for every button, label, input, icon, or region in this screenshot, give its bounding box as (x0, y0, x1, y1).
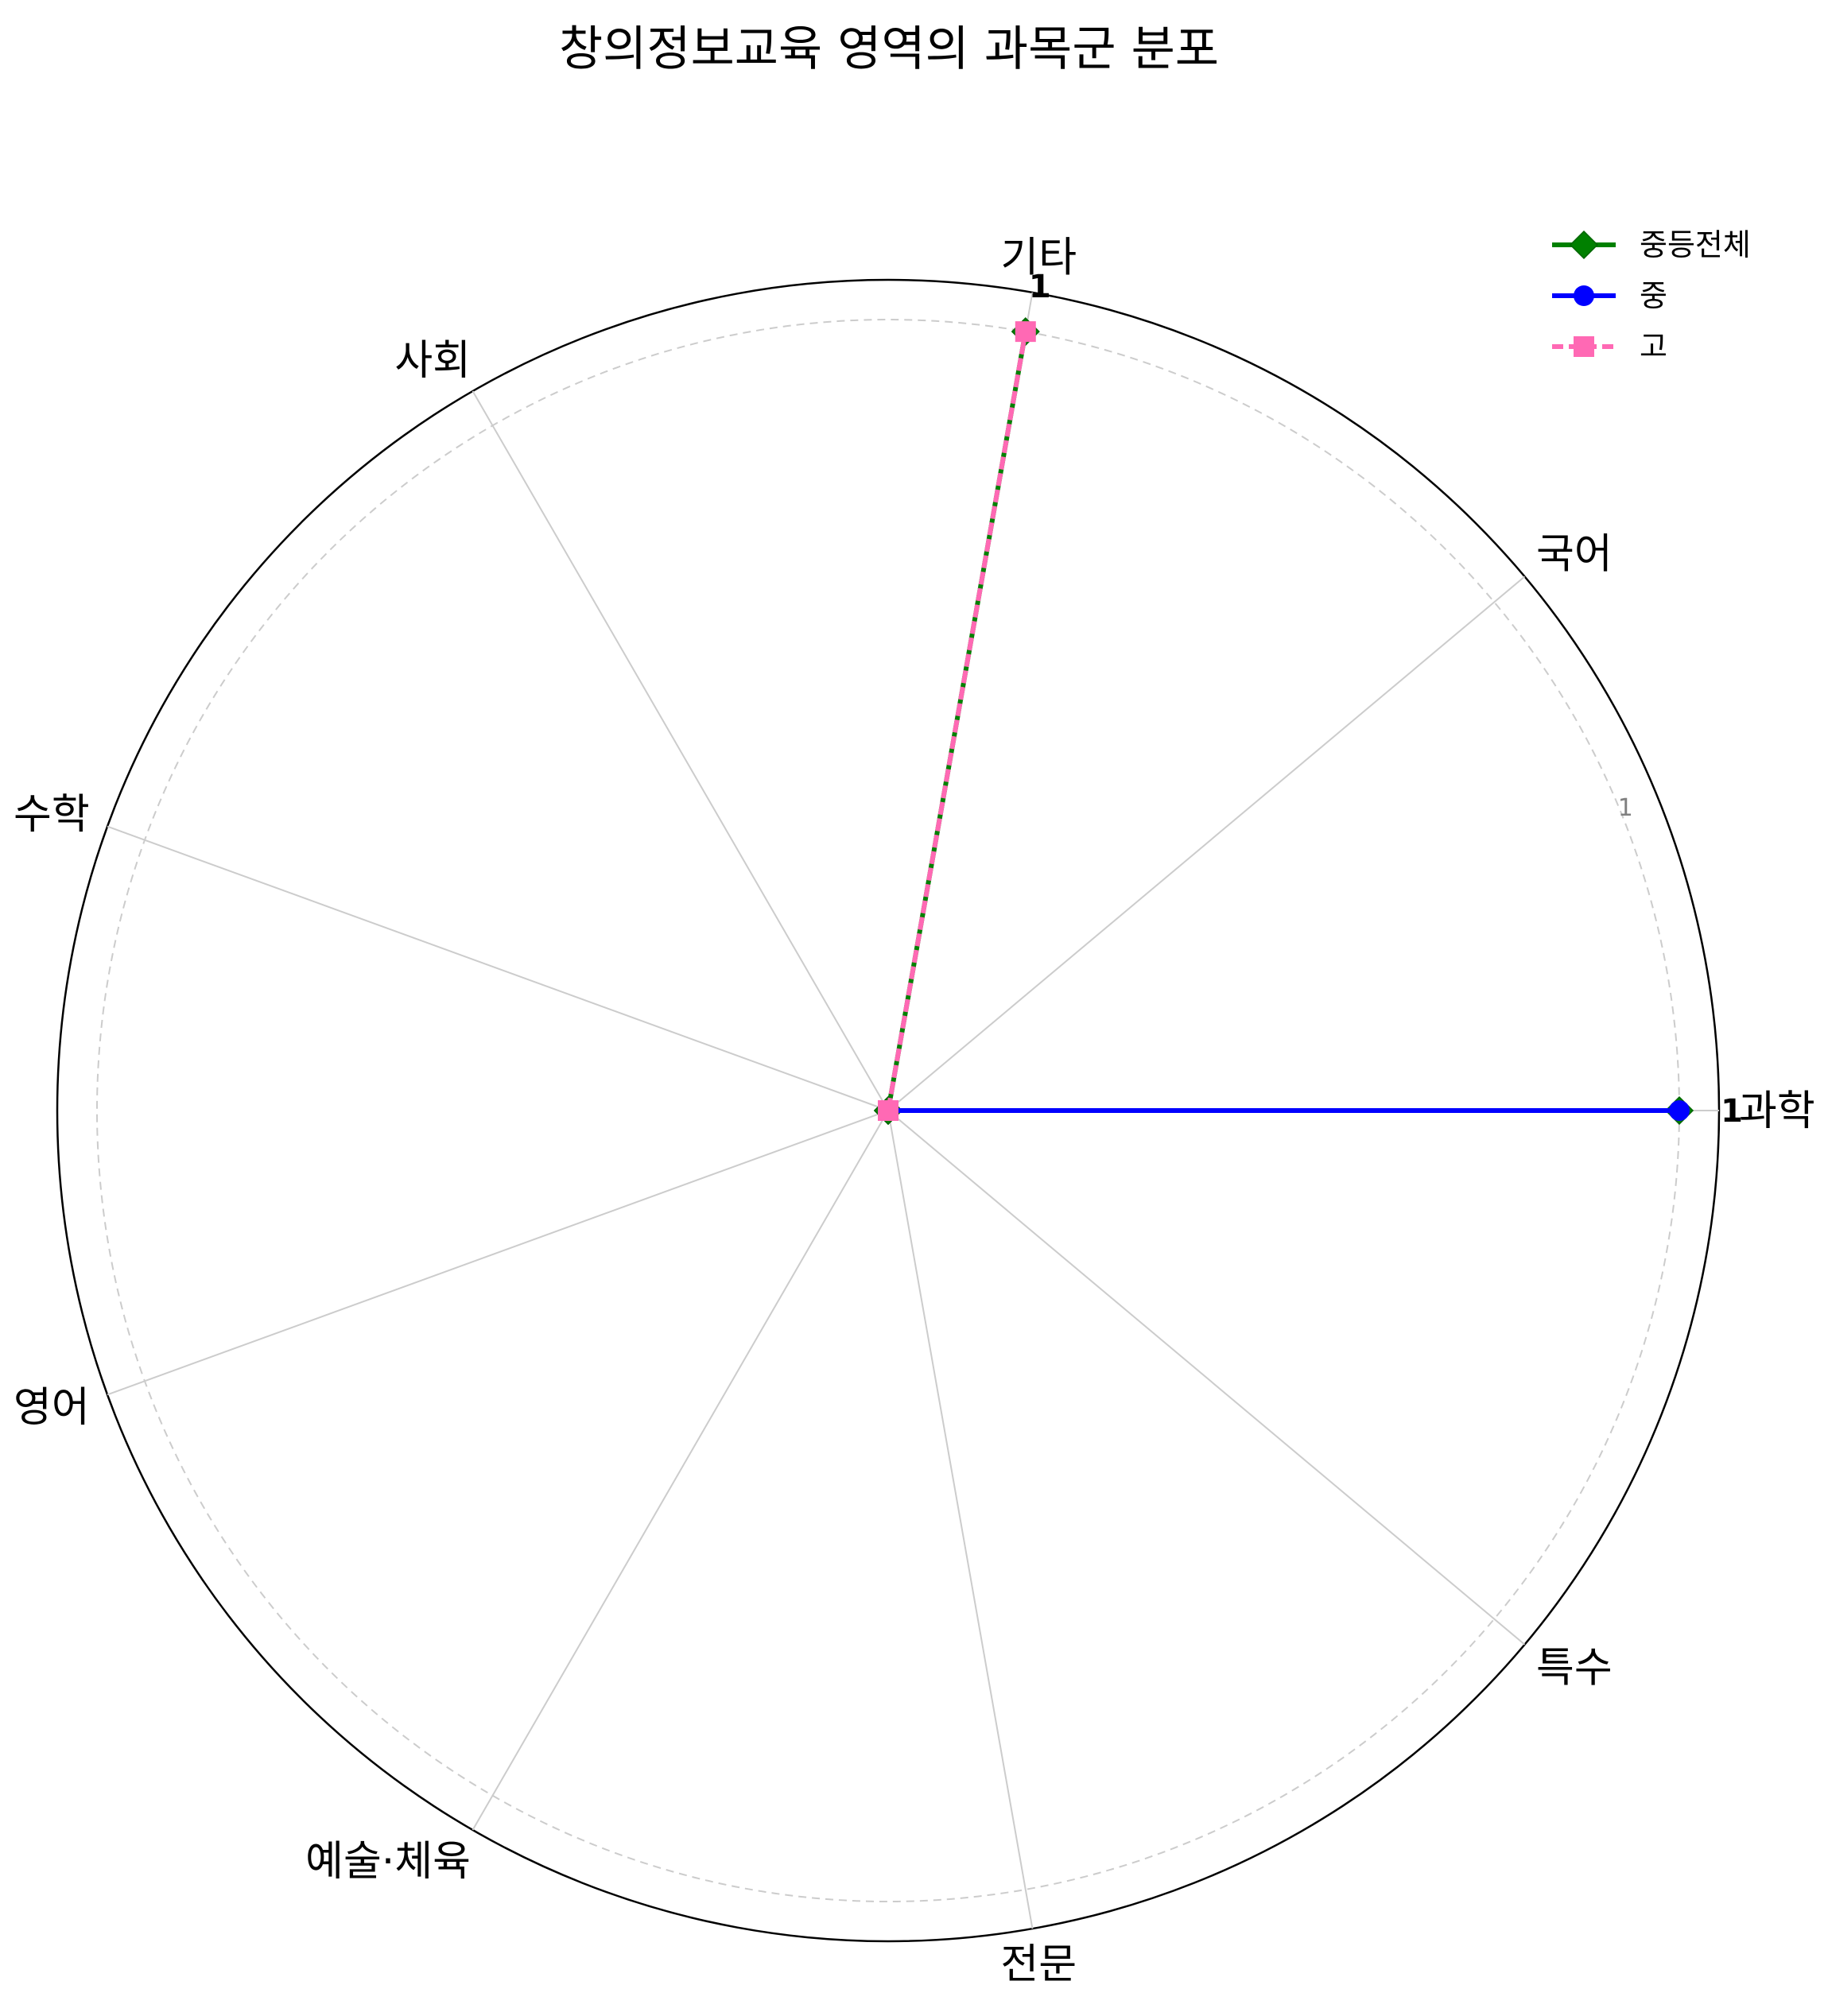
series-고 (878, 321, 1036, 1121)
series-line-고 (886, 329, 1028, 1113)
category-label-기타: 기타 (1000, 235, 1077, 282)
spoke-특수 (887, 1110, 1526, 1646)
spoke-국어 (887, 576, 1526, 1111)
point-고-기타 (1015, 321, 1036, 343)
category-label-수학: 수학 (14, 791, 90, 839)
chart-title: 창의정보교육 영역의 과목군 분포 (559, 21, 1219, 77)
legend-marker-고 (1574, 336, 1594, 357)
spoke-사회 (472, 390, 889, 1111)
legend-item-중: 중 (1552, 278, 1667, 313)
spoke-예술·체육 (472, 1110, 889, 1831)
category-label-전문: 전문 (1000, 1940, 1077, 1988)
legend-label-중등전체: 중등전체 (1640, 227, 1751, 262)
legend-item-고: 고 (1552, 329, 1667, 364)
spoke-전문 (887, 1110, 1034, 1929)
legend-label-고: 고 (1640, 329, 1667, 364)
category-label-사회: 사회 (394, 337, 471, 385)
series-layer: 11 (873, 269, 1743, 1130)
legend-marker-중등전체 (1569, 230, 1599, 260)
series-중 (878, 1100, 1690, 1121)
category-label-예술·체육: 예술·체육 (305, 1838, 471, 1886)
spoke-수학 (107, 825, 889, 1111)
annotation-기타: 1 (1029, 269, 1051, 305)
category-label-과학: 과학 (1739, 1087, 1815, 1135)
category-label-특수: 특수 (1536, 1645, 1613, 1692)
point-중-과학 (1669, 1100, 1690, 1121)
point-고-특수 (878, 1100, 898, 1121)
legend-item-중등전체: 중등전체 (1552, 227, 1751, 262)
category-label-영어: 영어 (14, 1384, 90, 1432)
rtick-label: 1 (1618, 794, 1633, 822)
legend-label-중: 중 (1640, 278, 1667, 313)
spoke-영어 (107, 1110, 889, 1396)
legend-marker-중 (1574, 285, 1594, 306)
series-중등전체 (873, 317, 1694, 1126)
annotation-과학: 1 (1721, 1093, 1743, 1130)
category-label-국어: 국어 (1536, 530, 1613, 578)
